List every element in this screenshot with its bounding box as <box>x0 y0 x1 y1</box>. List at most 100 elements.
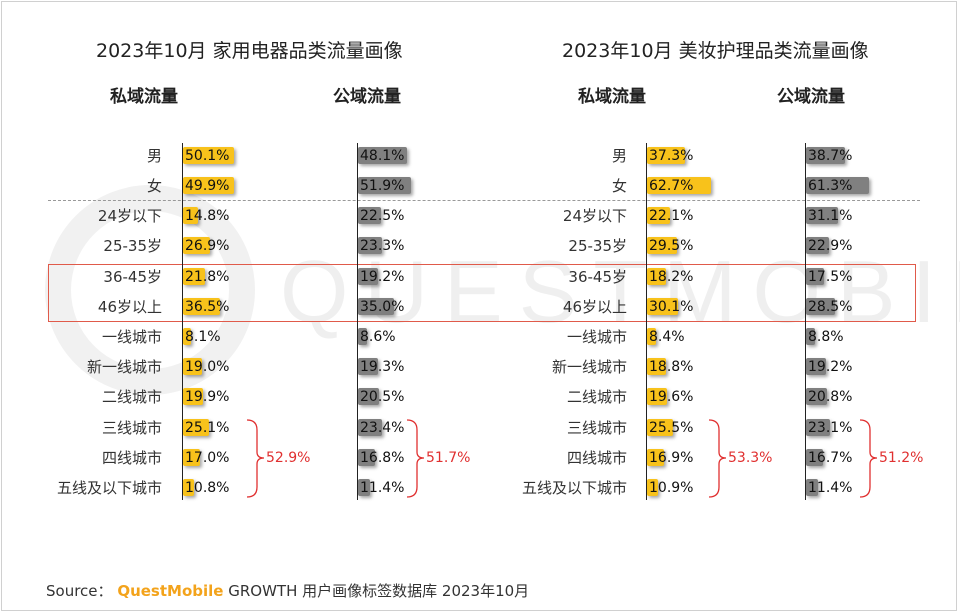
row-label: 25-35岁 <box>103 237 162 255</box>
data-label: 31.1% <box>808 208 853 224</box>
bar <box>806 328 815 345</box>
bar <box>806 479 818 496</box>
row-label: 二线城市 <box>566 388 627 406</box>
row-label: 46岁以上 <box>562 298 627 316</box>
bar <box>183 177 234 194</box>
data-label: 29.5% <box>649 238 694 254</box>
data-label: 8.1% <box>185 329 221 345</box>
data-label: 22.5% <box>360 208 405 224</box>
data-label: 23.4% <box>360 420 405 436</box>
row-label: 46岁以上 <box>97 298 162 316</box>
bar <box>358 479 370 496</box>
row-label: 一线城市 <box>101 328 162 346</box>
brand-logo-text: QuestMobile <box>117 582 224 600</box>
data-label: 19.9% <box>185 389 230 405</box>
data-label: 10.9% <box>649 480 694 496</box>
row-label: 女 <box>611 177 627 195</box>
column-header-private-beauty: 私域流量 <box>578 87 646 107</box>
bar <box>183 449 201 466</box>
bar <box>647 268 666 285</box>
brace-total-label: 51.7% <box>426 450 471 466</box>
data-label: 28.5% <box>808 299 853 315</box>
data-label: 49.9% <box>185 178 230 194</box>
row-label: 36-45岁 <box>568 268 627 286</box>
bar <box>358 419 382 436</box>
column-header-public-beauty: 公域流量 <box>777 87 845 107</box>
bar <box>183 388 204 405</box>
bar <box>183 147 235 164</box>
chart-title-appliances: 2023年10月 家用电器品类流量画像 <box>96 40 403 62</box>
bar <box>358 449 376 466</box>
footer-text: GROWTH 用户画像标签数据库 2023年10月 <box>228 582 530 600</box>
bar <box>183 237 211 254</box>
data-label: 25.1% <box>185 420 230 436</box>
highlight-box-age-36-plus <box>48 264 916 322</box>
data-label: 19.6% <box>649 389 694 405</box>
data-label: 18.2% <box>649 269 694 285</box>
data-label: 16.7% <box>808 450 853 466</box>
data-label: 11.4% <box>360 480 405 496</box>
axis-line <box>182 143 183 500</box>
bar <box>806 147 846 164</box>
data-label: 23.3% <box>360 238 405 254</box>
bar <box>358 298 394 315</box>
bar <box>647 358 667 375</box>
bar <box>806 237 830 254</box>
bar <box>647 388 667 405</box>
data-label: 11.4% <box>808 480 853 496</box>
bar <box>806 268 824 285</box>
data-label: 26.9% <box>185 238 230 254</box>
data-label: 17.0% <box>185 450 230 466</box>
row-label: 二线城市 <box>101 388 162 406</box>
bar <box>358 237 382 254</box>
row-label: 四线城市 <box>566 449 627 467</box>
data-label: 25.5% <box>649 420 694 436</box>
data-label: 48.1% <box>360 148 405 164</box>
data-label: 62.7% <box>649 178 694 194</box>
data-label: 8.4% <box>649 329 685 345</box>
bar <box>647 328 656 345</box>
bar <box>183 479 195 496</box>
row-label: 新一线城市 <box>551 358 627 376</box>
data-label: 8.6% <box>360 329 396 345</box>
data-label: 20.5% <box>360 389 405 405</box>
bar <box>358 207 381 224</box>
footer-prefix: Source： <box>46 582 113 600</box>
bar <box>647 449 665 466</box>
row-label: 三线城市 <box>101 419 162 437</box>
data-label: 22.9% <box>808 238 853 254</box>
row-label: 新一线城市 <box>86 358 162 376</box>
source-footer: Source： QuestMobile GROWTH 用户画像标签数据库 202… <box>46 580 529 601</box>
row-label: 男 <box>611 147 627 165</box>
bar <box>358 388 379 405</box>
row-label: 25-35岁 <box>568 237 627 255</box>
row-label: 36-45岁 <box>103 268 162 286</box>
data-label: 61.3% <box>808 178 853 194</box>
bar <box>358 268 378 285</box>
bar <box>183 268 206 285</box>
bar <box>358 358 378 375</box>
bar <box>647 207 670 224</box>
data-label: 30.1% <box>649 299 694 315</box>
data-label: 19.2% <box>360 269 405 285</box>
bar <box>647 177 711 194</box>
row-label: 女 <box>146 177 162 195</box>
bar <box>806 358 826 375</box>
bar <box>647 298 678 315</box>
row-label: 五线及以下城市 <box>521 479 627 497</box>
row-label: 四线城市 <box>101 449 162 467</box>
data-label: 23.1% <box>808 420 853 436</box>
data-label: 14.8% <box>185 208 230 224</box>
bar <box>806 419 830 436</box>
data-label: 16.9% <box>649 450 694 466</box>
bar <box>647 147 686 164</box>
row-label: 24岁以下 <box>97 207 162 225</box>
row-label: 一线城市 <box>566 328 627 346</box>
bar <box>358 328 367 345</box>
bar <box>183 328 192 345</box>
brace-total-label: 52.9% <box>266 450 311 466</box>
data-label: 18.8% <box>649 359 694 375</box>
bar <box>358 177 411 194</box>
